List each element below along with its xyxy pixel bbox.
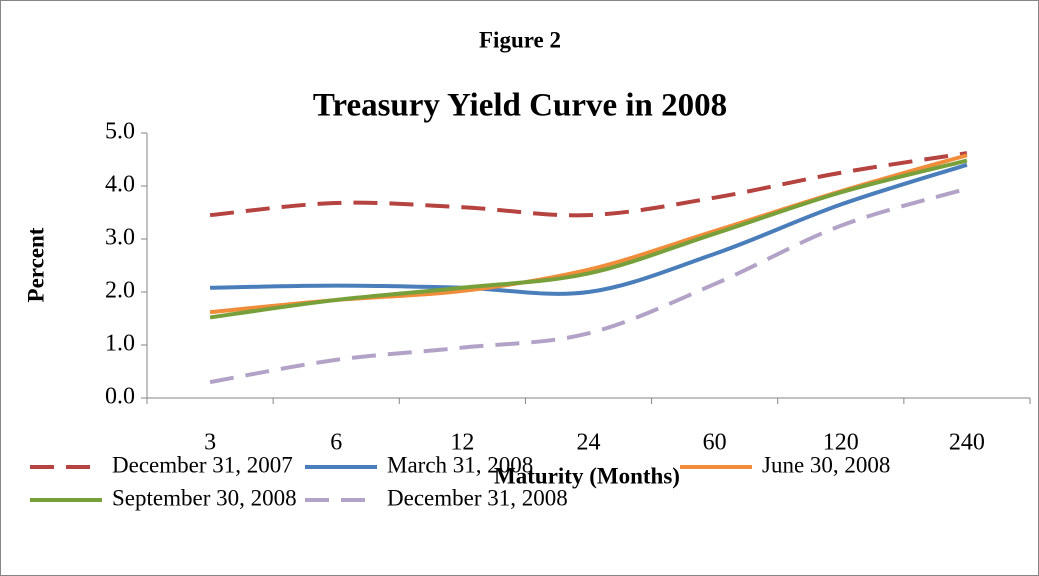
y-tick-label: 2.0 (105, 278, 135, 304)
chart-title: Treasury Yield Curve in 2008 (313, 88, 727, 124)
series-line (210, 162, 968, 296)
y-tick-label: 5.0 (105, 119, 135, 145)
x-tick-label: 60 (703, 430, 727, 456)
x-tick-label: 24 (577, 430, 601, 456)
legend-label: June 30, 2008 (762, 452, 890, 477)
legend-label: December 31, 2007 (112, 452, 293, 477)
x-tick-label: 240 (949, 430, 985, 456)
y-axis-label: Percent (23, 227, 48, 302)
legend-label: December 31, 2008 (387, 485, 568, 510)
x-tick-label: 120 (823, 430, 859, 456)
x-axis-label: Maturity (Months) (494, 463, 680, 488)
series-line (209, 158, 968, 320)
legend-label: September 30, 2008 (112, 485, 297, 510)
chart-supertitle: Figure 2 (479, 27, 561, 52)
y-tick-label: 3.0 (105, 225, 135, 251)
x-tick-label: 12 (450, 430, 474, 456)
legend-label: March 31, 2008 (387, 452, 533, 477)
y-tick-label: 1.0 (105, 331, 135, 357)
y-tick-label: 4.0 (105, 172, 135, 198)
y-tick-label: 0.0 (105, 384, 135, 410)
series-line (209, 151, 968, 218)
series-line (209, 186, 968, 385)
x-tick-label: 6 (330, 430, 342, 456)
x-tick-label: 3 (204, 430, 216, 456)
